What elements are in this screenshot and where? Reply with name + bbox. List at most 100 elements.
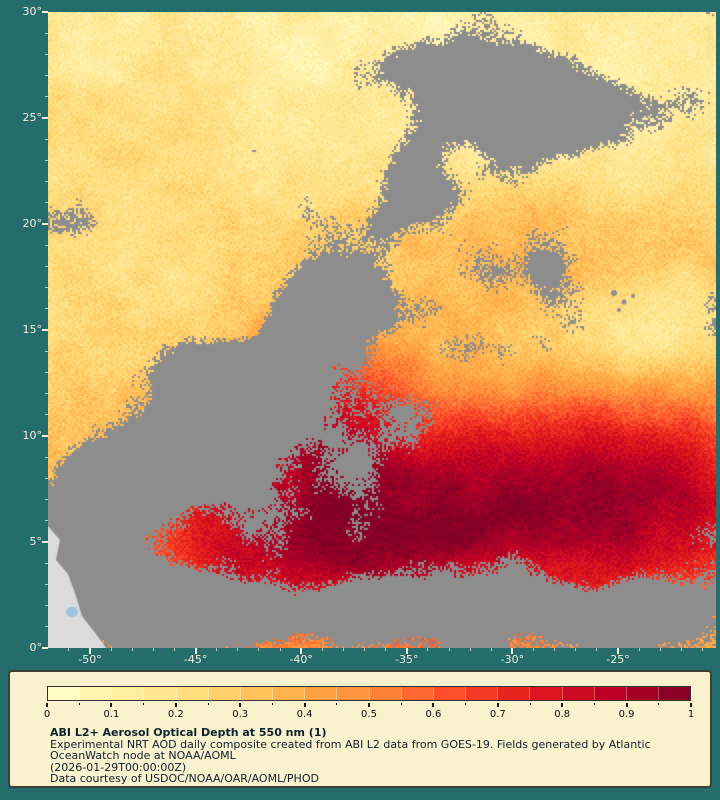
lon-minor-tick bbox=[554, 648, 556, 651]
lat-minor-tick bbox=[45, 477, 48, 479]
lat-minor-tick bbox=[45, 32, 48, 34]
colorbar-tick-label: 0.6 bbox=[425, 709, 442, 720]
colorbar-minor-tick bbox=[143, 703, 145, 705]
legend-description-line2: OceanWatch node at NOAA/AOML bbox=[50, 749, 236, 762]
lon-minor-tick bbox=[321, 648, 323, 651]
colorbar-tick-label: 0.3 bbox=[232, 709, 249, 720]
lon-minor-tick bbox=[680, 648, 682, 651]
lon-label: -30° bbox=[500, 653, 525, 666]
colorbar-minor-tick bbox=[271, 703, 273, 705]
colorbar-tick-label: 0.1 bbox=[103, 709, 120, 720]
lat-minor-tick bbox=[45, 626, 48, 628]
colorbar-minor-tick bbox=[658, 703, 660, 705]
colorbar-segment bbox=[498, 687, 531, 700]
colorbar-minor-tick bbox=[593, 703, 595, 705]
lat-tick bbox=[42, 223, 48, 225]
lon-tick bbox=[617, 648, 619, 654]
colorbar-tick-label: 0.7 bbox=[489, 709, 506, 720]
colorbar-tick-label: 0.9 bbox=[618, 709, 635, 720]
colorbar-tick-label: 0.8 bbox=[554, 709, 571, 720]
colorbar-tick bbox=[496, 703, 499, 707]
colorbar-minor-tick bbox=[336, 703, 338, 705]
colorbar-tick-label: 0 bbox=[43, 709, 51, 720]
colorbar-tick bbox=[239, 703, 242, 707]
lat-minor-tick bbox=[45, 202, 48, 204]
colorbar-tick bbox=[625, 703, 628, 707]
colorbar-tick bbox=[110, 703, 113, 707]
lon-minor-tick bbox=[638, 648, 640, 651]
lon-minor-tick bbox=[68, 648, 70, 651]
legend-panel: ABI L2+ Aerosol Optical Depth at 550 nm … bbox=[8, 670, 712, 788]
aod-raster-map bbox=[48, 12, 716, 648]
colorbar-tick bbox=[303, 703, 306, 707]
colorbar-segment bbox=[208, 687, 241, 700]
lon-minor-tick bbox=[385, 648, 387, 651]
lon-minor-tick bbox=[469, 648, 471, 651]
lon-minor-tick bbox=[490, 648, 492, 651]
colorbar-segment bbox=[466, 687, 499, 700]
lat-minor-tick bbox=[45, 371, 48, 373]
lat-minor-tick bbox=[45, 159, 48, 161]
lon-minor-tick bbox=[659, 648, 661, 651]
lon-minor-tick bbox=[596, 648, 598, 651]
lon-tick bbox=[405, 648, 408, 654]
lat-minor-tick bbox=[45, 244, 48, 246]
lat-minor-tick bbox=[45, 138, 48, 140]
colorbar-segment bbox=[305, 687, 338, 700]
colorbar-tick-label: 1 bbox=[687, 709, 695, 720]
lon-tick bbox=[300, 648, 303, 654]
lat-minor-tick bbox=[45, 350, 48, 352]
colorbar bbox=[47, 686, 691, 701]
lat-label: 5° bbox=[29, 535, 43, 548]
lon-label: -45° bbox=[183, 653, 208, 666]
lat-label: 0° bbox=[29, 641, 43, 654]
colorbar-segment bbox=[337, 687, 370, 700]
colorbar-segment bbox=[369, 687, 402, 700]
colorbar-segment bbox=[594, 687, 627, 700]
colorbar-segment bbox=[401, 687, 434, 700]
lon-minor-tick bbox=[427, 648, 429, 651]
lon-tick bbox=[194, 648, 197, 654]
colorbar-tick-label: 0.2 bbox=[167, 709, 184, 720]
colorbar-minor-tick bbox=[465, 703, 467, 705]
colorbar-segment bbox=[658, 687, 691, 700]
colorbar-minor-tick bbox=[78, 703, 80, 705]
lat-minor-tick bbox=[45, 456, 48, 458]
colorbar-segment bbox=[80, 687, 113, 700]
map-plot-area bbox=[48, 12, 716, 648]
lat-minor-tick bbox=[45, 393, 48, 395]
colorbar-segment bbox=[530, 687, 563, 700]
lat-minor-tick bbox=[45, 583, 48, 585]
lat-tick bbox=[42, 329, 48, 331]
colorbar-segment bbox=[626, 687, 659, 700]
lon-minor-tick bbox=[258, 648, 260, 651]
lon-minor-tick bbox=[364, 648, 366, 651]
lon-minor-tick bbox=[342, 648, 344, 651]
lon-minor-tick bbox=[216, 648, 218, 651]
colorbar-tick-label: 0.5 bbox=[361, 709, 377, 720]
colorbar-minor-tick bbox=[529, 703, 531, 705]
lon-minor-tick bbox=[533, 648, 535, 651]
colorbar-segment bbox=[240, 687, 274, 700]
colorbar-segment bbox=[48, 687, 81, 700]
lon-label: -35° bbox=[395, 653, 419, 666]
legend-courtesy: Data courtesy of USDOC/NOAA/OAR/AOML/PHO… bbox=[50, 772, 319, 785]
colorbar-tick bbox=[690, 703, 692, 707]
lon-minor-tick bbox=[110, 648, 112, 651]
colorbar-tick bbox=[561, 703, 564, 707]
lat-label: 15° bbox=[22, 323, 43, 336]
colorbar-minor-tick bbox=[207, 703, 209, 705]
colorbar-tick bbox=[368, 703, 370, 707]
lon-minor-tick bbox=[237, 648, 239, 651]
lat-label: 30° bbox=[22, 5, 43, 18]
legend-timestamp: (2026-01-29T00:00:00Z) bbox=[50, 760, 187, 774]
legend-description-line1: Experimental NRT AOD daily composite cre… bbox=[50, 737, 651, 751]
lat-minor-tick bbox=[45, 414, 48, 416]
lat-label: 20° bbox=[22, 217, 43, 230]
lon-label: -25° bbox=[606, 653, 630, 666]
lon-label: -50° bbox=[78, 653, 102, 666]
lat-tick bbox=[42, 541, 48, 543]
lon-minor-tick bbox=[575, 648, 577, 651]
lat-minor-tick bbox=[45, 562, 48, 564]
